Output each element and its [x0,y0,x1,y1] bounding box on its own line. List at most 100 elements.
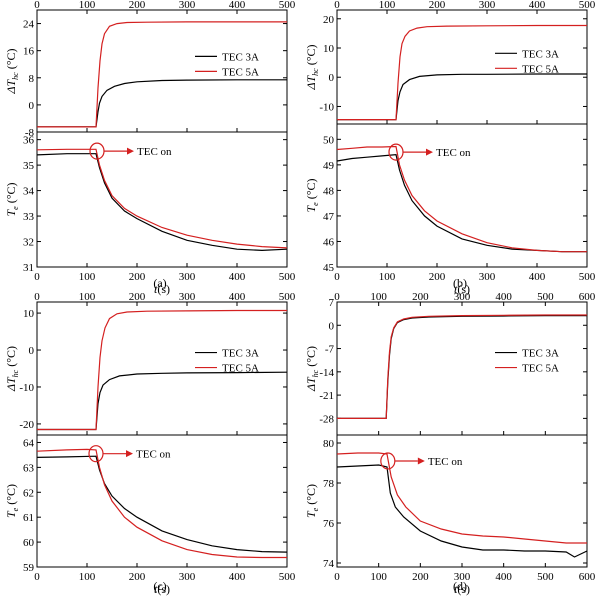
chart2-top-xtick-label: 200 [429,0,446,11]
chart4-top-xtick-label: 400 [495,291,512,303]
chart1-bottom-ytick-label: 36 [23,135,35,147]
chart4-top-ytick-label: -7 [325,344,335,356]
chart3-top-ytick-label: 10 [23,308,35,320]
chart2-xtick-label: 100 [379,271,396,283]
chart2-bottom-ytick-label: 46 [323,236,335,248]
chart4-bottom-series-tec-5a [336,452,587,544]
chart4-bottom-series-tec-3a [336,464,588,558]
chart4-top-legend-label: TEC 5A [522,363,559,375]
chart2-xlabel: t(s) [454,282,470,296]
chart3-top-ylabel: ΔThc (°C) [4,346,20,392]
chart3-top-ytick-label: -20 [19,419,34,431]
chart1-bottom-ylabel: Te (°C) [4,182,20,216]
chart1-top-legend-label: TEC 5A [222,66,259,78]
svg-text:Te (°C): Te (°C) [4,182,20,216]
chart2-xtick-label: 200 [429,271,446,283]
chart4-bottom-ytick-label: 78 [323,478,335,490]
chart2-xtick-label: 0 [334,271,340,283]
chart3-bottom-series-tec-5a [36,448,287,559]
svg-text:Te (°C): Te (°C) [304,178,320,212]
chart4-xtick-label: 100 [370,571,387,583]
chart3-bottom-annotation-text: TEC on [136,449,171,461]
chart3-bottom-ytick-label: 59 [23,562,35,574]
chart3-top-xtick-label: 100 [79,291,96,303]
chart1-top-xtick-label: 100 [79,0,96,11]
chart3-top-legend-label: TEC 3A [222,348,259,360]
chart3-bottom-ytick-label: 64 [23,437,35,449]
chart1-bottom-ytick-label: 33 [23,211,35,223]
chart3-top-xtick-label: 200 [129,291,146,303]
svg-text:Te (°C): Te (°C) [4,484,20,518]
chart2-bottom-ytick-label: 50 [323,134,335,146]
chart1-top-series-tec-5a [37,21,287,128]
chart1-top-ytick-label: -8 [25,127,35,139]
chart4-bottom-ytick-label: 76 [323,518,335,530]
chart4-top-ytick-label: -21 [319,390,334,402]
chart1-bottom-series-tec-3a [36,153,288,252]
chart3-bottom-frame [36,434,288,568]
chart2-top-ylabel: ΔThc (°C) [304,44,320,90]
chart1-xtick-label: 300 [179,271,196,283]
chart1-xtick-label: 500 [279,271,296,283]
chart1-caption: (a) [153,276,166,290]
chart4-xlabel: t(s) [454,582,470,596]
chart2-top-xtick-label: 0 [334,0,340,11]
svg-text:ΔThc (°C): ΔThc (°C) [4,346,20,392]
chart3-bottom-ytick-label: 61 [23,512,34,524]
chart3-top-xtick-label: 400 [229,291,246,303]
chart1-bottom-annotation-text: TEC on [137,146,172,158]
chart1-bottom-ytick-label: 32 [23,237,34,249]
chart4-top-ylabel: ΔThc (°C) [304,346,320,392]
chart1-top-xtick-label: 500 [279,0,296,11]
chart2-top-xtick-label: 400 [529,0,546,11]
chart1-top-ytick-label: 0 [29,100,35,112]
chart3-top-xtick-label: 300 [179,291,196,303]
chart4-xtick-label: 400 [495,571,512,583]
chart3-top-ytick-label: -10 [19,382,34,394]
chart1-xtick-label: 100 [79,271,96,283]
chart3-xtick-label: 200 [129,571,146,583]
chart3-bottom-ylabel: Te (°C) [4,484,20,518]
chart1-top-xtick-label: 300 [179,0,196,11]
chart2-xtick-label: 300 [479,271,496,283]
chart2-xtick-label: 500 [579,271,596,283]
chart2-top-xtick-label: 500 [579,0,596,11]
chart2-top-ytick-label: 10 [323,43,335,55]
chart2-top-legend-label: TEC 5A [522,63,559,75]
chart1-bottom-ytick-label: 31 [23,262,34,274]
chart4-top-xtick-label: 200 [412,291,429,303]
chart2-bottom-series-tec-3a [336,153,587,253]
chart4-xtick-label: 200 [412,571,429,583]
chart4-top-ytick-label: -28 [319,413,334,425]
chart3-top-xtick-label: 500 [279,291,296,303]
chart1-xtick-label: 400 [229,271,246,283]
svg-text:Te (°C): Te (°C) [304,484,320,518]
chart4-bottom-annotation-arrowhead [417,457,425,465]
chart3-bottom-ytick-label: 60 [23,537,35,549]
chart1-top-ytick-label: 24 [23,19,35,31]
chart3-caption: (c) [153,579,166,593]
chart4-xtick-label: 600 [579,571,596,583]
chart2-top-legend-label: TEC 3A [522,48,559,60]
chart3-xtick-label: 0 [34,571,40,583]
chart4-bottom-annotation-text: TEC on [428,456,463,468]
chart2-bottom-frame [336,123,588,268]
chart1-top-series-tec-3a [37,79,287,128]
chart3-xtick-label: 500 [279,571,296,583]
chart1-top-ytick-label: 16 [23,46,35,58]
chart4-xtick-label: 300 [454,571,471,583]
chart1-bottom-annotation-arrowhead [127,147,134,155]
chart3-top-xtick-label: 0 [34,291,40,303]
chart1-bottom-frame [36,131,288,268]
chart1-xtick-label: 200 [129,271,146,283]
chart3-bottom-series-tec-3a [36,455,288,553]
chart3-xlabel: t(s) [154,582,170,596]
chart3-bottom-ytick-label: 63 [23,462,35,474]
chart1-top-xtick-label: 400 [229,0,246,11]
chart2-top-ytick-label: -10 [319,101,334,113]
chart2-bottom-ytick-label: 49 [323,160,335,172]
chart4-top-xtick-label: 100 [370,291,387,303]
chart2-xtick-label: 400 [529,271,546,283]
chart3-top-ytick-label: 0 [29,345,35,357]
chart4-top-series-tec-5a [337,314,587,419]
